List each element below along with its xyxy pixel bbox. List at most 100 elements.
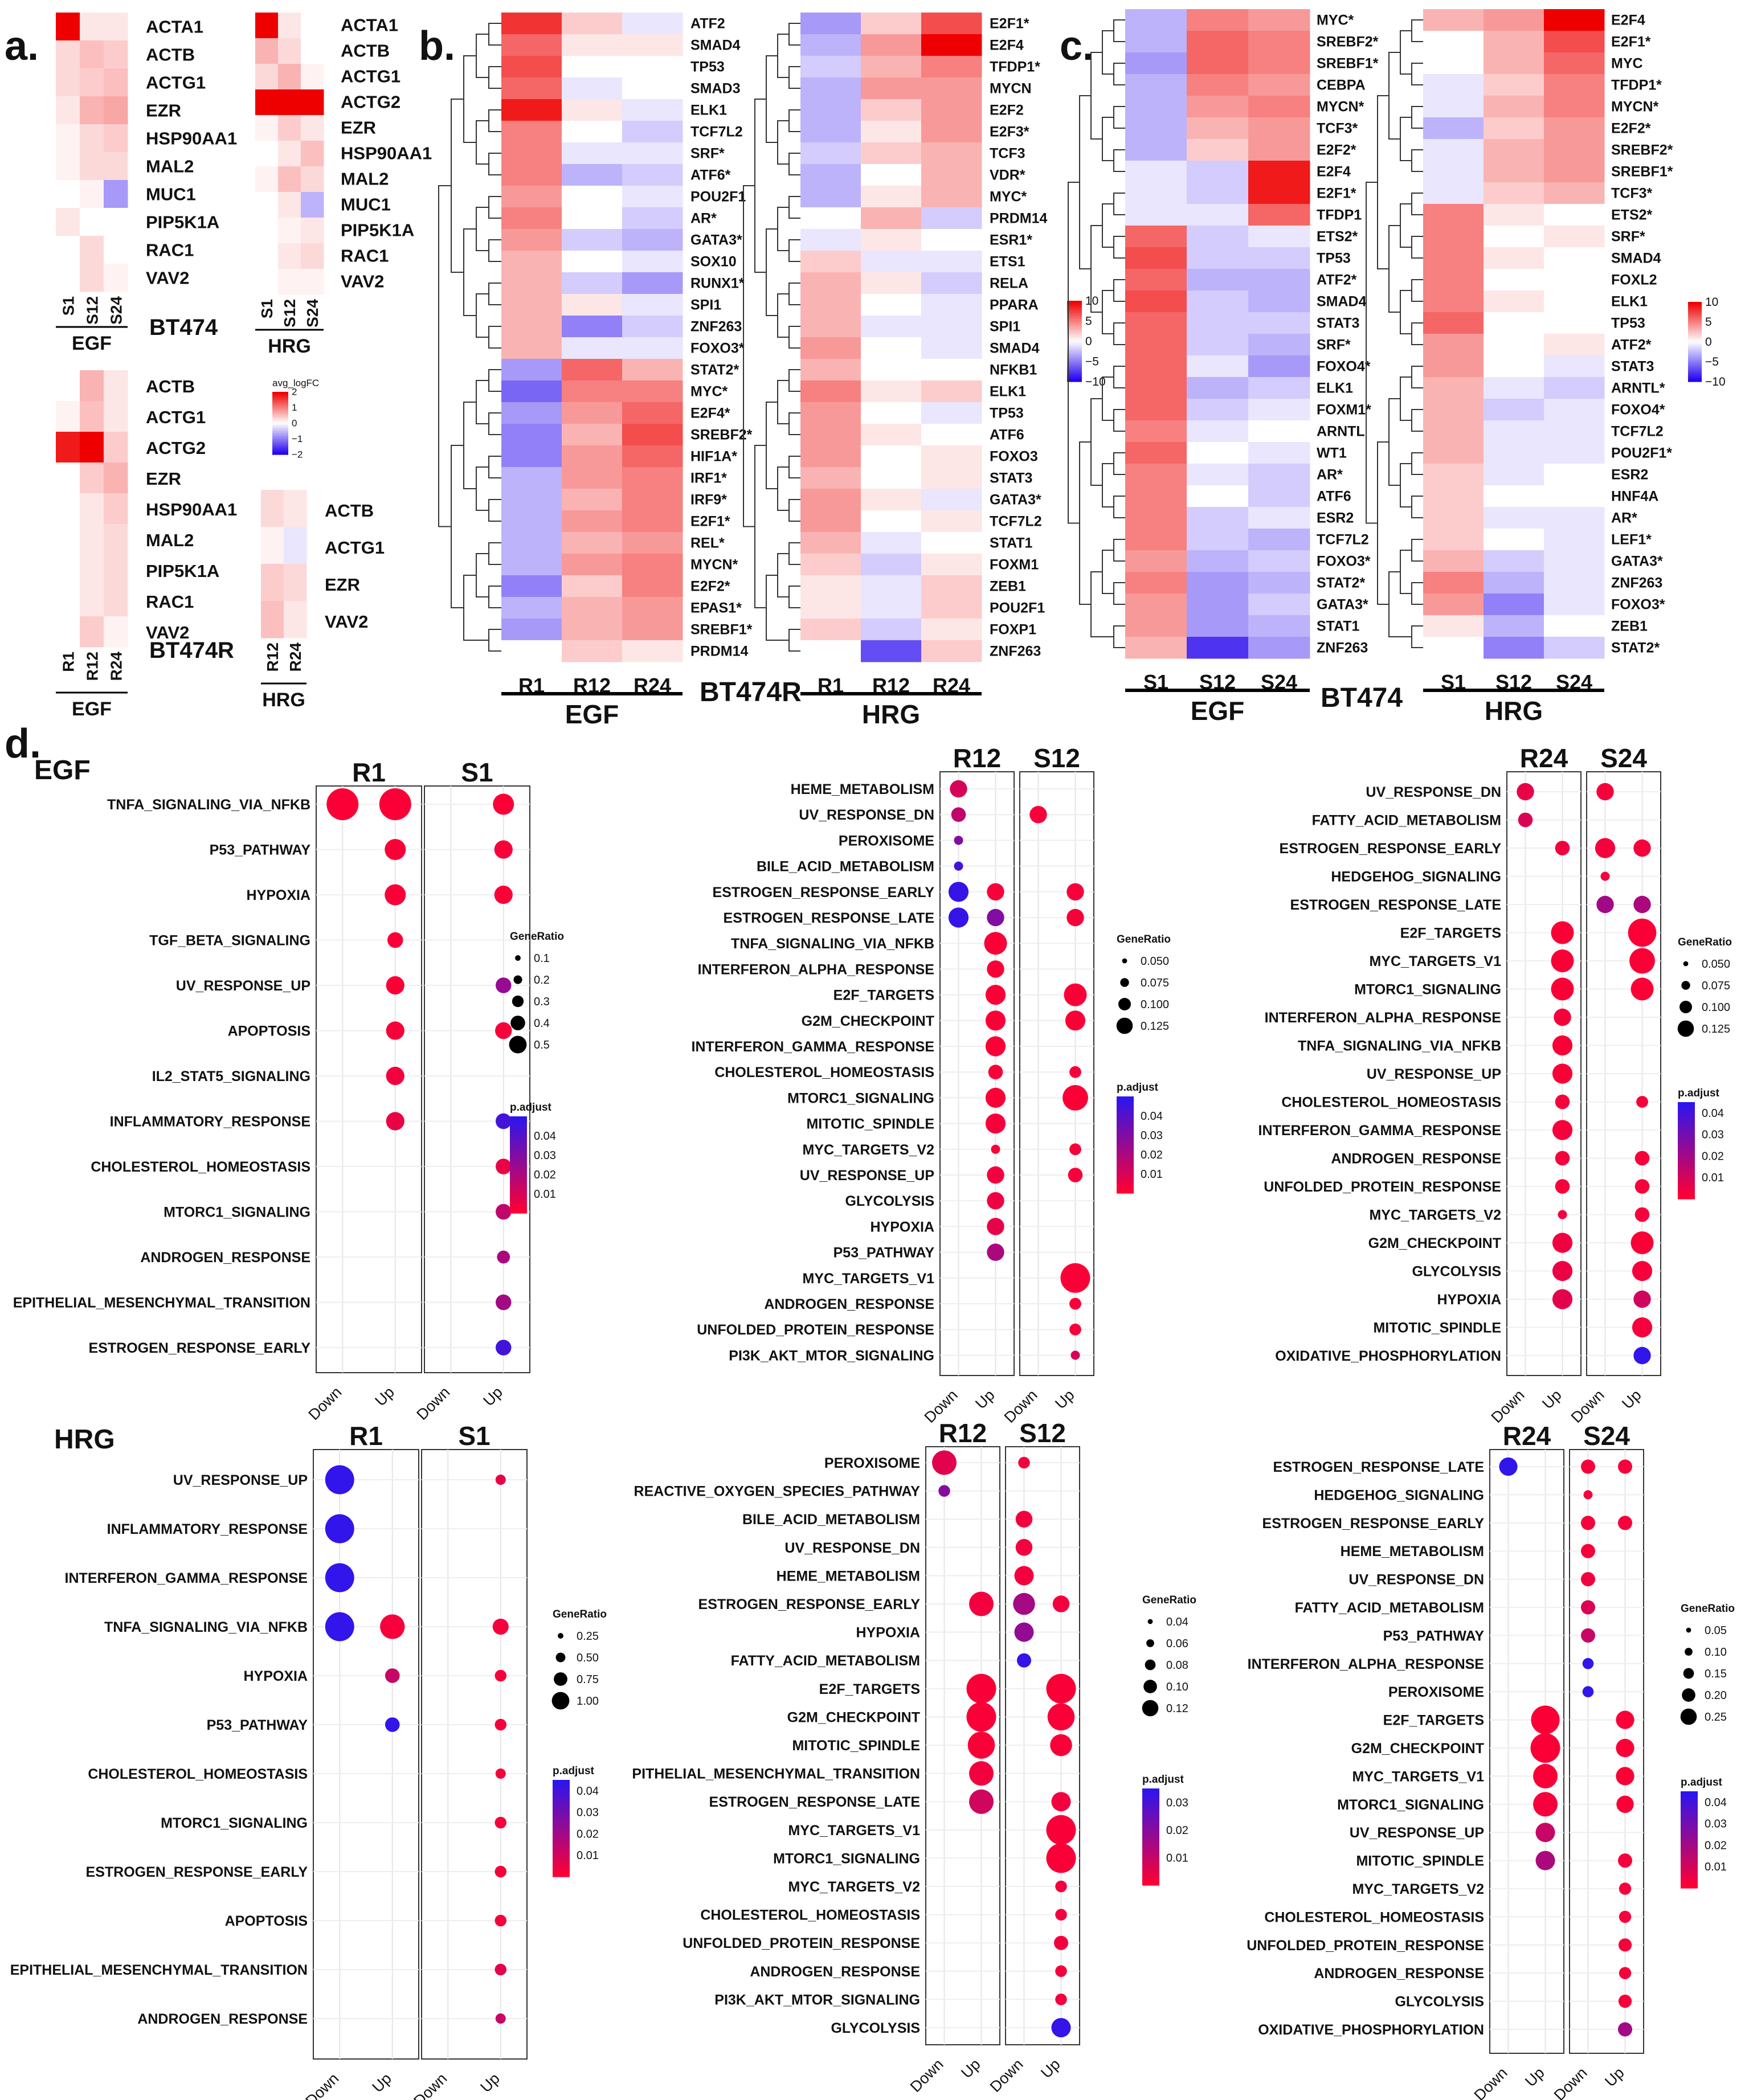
heatmap-cell <box>562 619 623 641</box>
legend-swatch <box>272 411 288 413</box>
heatmap-cell <box>255 243 279 269</box>
heatmap-cell <box>562 77 623 100</box>
x-axis-label: Up <box>477 2070 503 2096</box>
color-legend-swatch <box>1681 1881 1698 1885</box>
legend-swatch <box>272 392 288 394</box>
enrichment-dot <box>1616 1767 1634 1786</box>
legend-swatch <box>1688 366 1702 369</box>
heatmap-cell <box>1423 615 1484 637</box>
row-label: SREBF1* <box>1317 55 1379 71</box>
enrichment-dot <box>386 1112 404 1131</box>
heatmap-cell <box>800 294 861 316</box>
row-label: FOXO3* <box>1611 596 1665 612</box>
heatmap-cell <box>921 640 982 662</box>
heatmap-cell <box>800 99 861 121</box>
term-label: UV_RESPONSE_DN <box>784 1540 920 1556</box>
color-legend-swatch <box>553 1825 570 1829</box>
color-legend-swatch <box>1117 1190 1134 1194</box>
facet-label: R12 <box>953 743 1001 773</box>
term-label: UV_RESPONSE_DN <box>799 807 934 823</box>
row-label: TP53 <box>690 59 725 75</box>
color-legend-swatch <box>553 1790 570 1794</box>
enrichment-dot <box>1552 1233 1573 1253</box>
legend-swatch <box>272 418 288 421</box>
heatmap-cell <box>800 640 861 662</box>
term-label: INTERFERON_GAMMA_RESPONSE <box>65 1570 308 1586</box>
row-label: GATA3* <box>1611 553 1663 569</box>
size-legend-dot <box>509 1035 527 1054</box>
legend-swatch <box>1688 371 1702 374</box>
term-label: INFLAMMATORY_RESPONSE <box>110 1114 310 1130</box>
heatmap-cell <box>1544 9 1605 31</box>
heatmap-cell <box>1125 485 1187 507</box>
term-label: PEROXISOME <box>1388 1684 1484 1700</box>
legend-swatch <box>1067 335 1082 338</box>
row-label: ACTG1 <box>146 407 206 427</box>
heatmap-cell <box>921 294 982 316</box>
size-legend-dot <box>1685 1648 1693 1656</box>
heatmap-cell <box>921 229 982 251</box>
heatmap-cell <box>104 432 128 463</box>
enrichment-dot <box>1555 1151 1570 1166</box>
dendrogram-branch <box>476 120 489 165</box>
enrichment-dot <box>985 985 1006 1005</box>
heatmap-cell <box>1187 312 1249 334</box>
term-label: ESTROGEN_RESPONSE_LATE <box>724 910 934 926</box>
row-label: SRF* <box>1611 228 1645 244</box>
term-label: EPITHELIAL_MESENCHYMAL_TRANSITION <box>13 1295 310 1311</box>
heatmap-cell <box>562 294 623 316</box>
color-legend-swatch <box>1117 1099 1134 1103</box>
legend-tick: 10 <box>1705 296 1718 309</box>
heatmap-cell <box>800 34 861 56</box>
color-legend-swatch <box>1678 1170 1695 1174</box>
heatmap-cell <box>1125 96 1187 118</box>
term-label: E2F_TARGETS <box>1400 926 1501 941</box>
row-label: FOXO4* <box>1317 358 1371 374</box>
color-legend-swatch <box>553 1786 570 1790</box>
legend-swatch <box>1067 325 1082 328</box>
heatmap-cell <box>301 38 324 64</box>
heatmap-cell <box>1187 334 1249 356</box>
legend-swatch <box>1067 361 1082 364</box>
color-legend-label: 0.01 <box>577 1849 599 1862</box>
term-label: G2M_CHECKPOINT <box>1368 1235 1501 1251</box>
legend-swatch <box>272 403 288 405</box>
x-axis-label: Up <box>1052 1386 1078 1413</box>
heatmap-cell <box>501 316 562 338</box>
legend-title: avg_logFC <box>272 378 319 388</box>
enrichment-dot <box>1616 1738 1634 1758</box>
group-label: HRG <box>862 699 920 729</box>
color-legend-swatch <box>1142 1837 1159 1841</box>
heatmap-cell <box>1125 182 1187 204</box>
heatmap-cell <box>1544 420 1605 443</box>
color-legend-swatch <box>553 1851 570 1855</box>
enrichment-dot <box>1552 1260 1573 1282</box>
heatmap-cell <box>261 564 284 601</box>
legend-swatch <box>1067 347 1082 350</box>
dendrogram-branch <box>463 402 476 489</box>
heatmap-cell <box>1484 464 1544 486</box>
term-label: CHOLESTEROL_HOMEOSTASIS <box>1281 1095 1501 1111</box>
dendrogram-branch <box>451 445 464 608</box>
term-label: ANDROGEN_RESPONSE <box>140 1250 310 1266</box>
term-label: P53_PATHWAY <box>833 1245 935 1261</box>
heatmap-cell <box>104 208 128 236</box>
enrichment-dot <box>1552 1120 1573 1140</box>
term-label: PEROXISOME <box>839 833 934 849</box>
size-legend-label: 0.4 <box>534 1017 550 1030</box>
dendrogram-branch <box>754 99 766 273</box>
color-legend-label: 0.04 <box>534 1130 556 1143</box>
x-axis-label: Down <box>1551 2064 1591 2100</box>
enrichment-dot <box>495 2013 506 2024</box>
heatmap-cell <box>1484 52 1544 75</box>
legend-tick: 1 <box>292 402 297 413</box>
color-legend-swatch <box>553 1831 570 1835</box>
heatmap-cell <box>921 207 982 230</box>
heatmap-cell <box>104 124 128 153</box>
row-label: ACTB <box>341 40 390 60</box>
enrichment-dot <box>496 1340 512 1356</box>
term-label: MTORC1_SIGNALING <box>787 1090 934 1106</box>
legend-swatch <box>272 445 288 447</box>
size-legend-dot <box>1116 1017 1133 1034</box>
row-label: SRF* <box>690 145 725 161</box>
